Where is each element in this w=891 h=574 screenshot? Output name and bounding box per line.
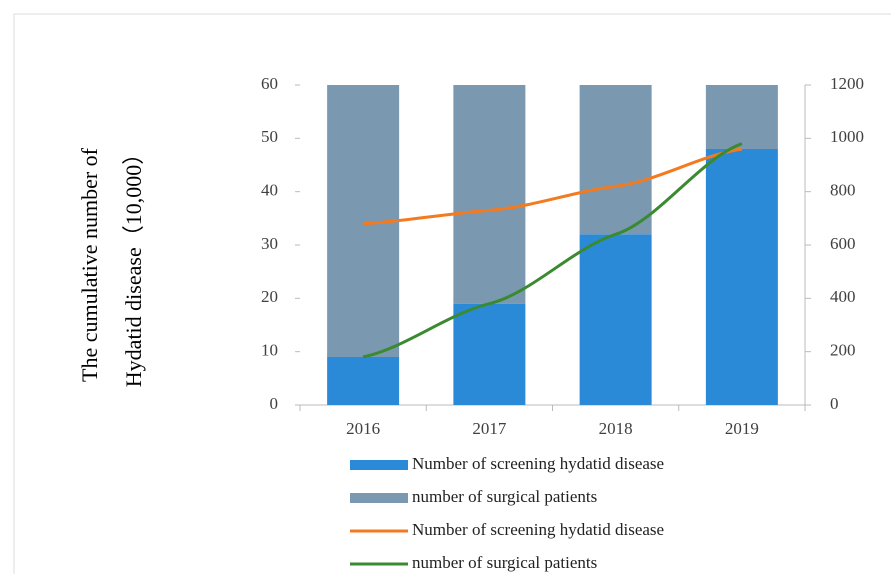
y2-tick-label: 800 xyxy=(830,181,856,200)
bar xyxy=(579,85,652,235)
bar xyxy=(705,85,778,149)
line xyxy=(363,147,743,226)
y-tick-label: 50 xyxy=(261,127,278,146)
y2-tick-label: 1200 xyxy=(830,74,864,93)
y-tick-label: 60 xyxy=(261,74,278,93)
legend-label: number of surgical patients xyxy=(412,553,597,572)
bar xyxy=(453,85,526,304)
legend-label: number of surgical patients xyxy=(412,487,597,506)
y-axis-label: The cumulative number of xyxy=(77,147,102,382)
y-tick-label: 40 xyxy=(261,181,278,200)
y-tick-label: 0 xyxy=(270,394,279,413)
bar xyxy=(579,234,652,405)
bar xyxy=(453,303,526,405)
y-tick-label: 10 xyxy=(261,341,278,360)
y2-tick-label: 400 xyxy=(830,287,856,306)
y2-tick-label: 0 xyxy=(830,394,839,413)
bar xyxy=(327,357,400,405)
x-tick-label: 2018 xyxy=(599,419,633,438)
legend-label: Number of screening hydatid disease xyxy=(412,520,664,539)
x-tick-label: 2019 xyxy=(725,419,759,438)
bar xyxy=(705,149,778,405)
y-tick-label: 30 xyxy=(261,234,278,253)
y2-tick-label: 600 xyxy=(830,234,856,253)
legend-swatch xyxy=(350,460,408,470)
legend-swatch xyxy=(350,493,408,503)
y-tick-label: 20 xyxy=(261,287,278,306)
x-tick-label: 2016 xyxy=(346,419,380,438)
legend-label: Number of screening hydatid disease xyxy=(412,454,664,473)
line xyxy=(362,142,743,359)
y2-tick-label: 200 xyxy=(830,341,856,360)
frame xyxy=(13,13,891,574)
y2-tick-label: 1000 xyxy=(830,127,864,146)
x-tick-label: 2017 xyxy=(472,419,507,438)
y-axis-label: Hydatid disease（10,000） xyxy=(121,143,146,387)
